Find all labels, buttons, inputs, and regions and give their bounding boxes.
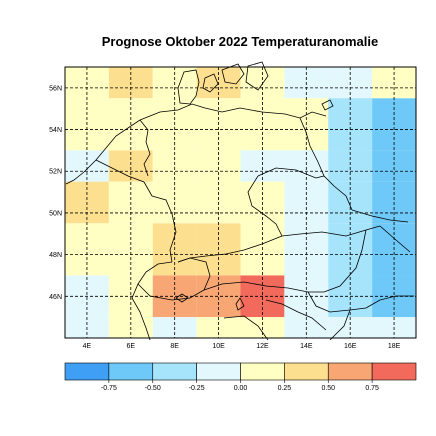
- latitude-label: 50N: [49, 210, 62, 217]
- anomaly-cell: [108, 150, 153, 182]
- anomaly-cell: [65, 150, 109, 182]
- anomaly-grid: [65, 67, 416, 338]
- colorbar-tick-label: -0.75: [101, 385, 117, 392]
- anomaly-cell: [152, 150, 197, 182]
- map-frame: [64, 66, 417, 339]
- anomaly-cell: [240, 150, 285, 182]
- colorbar-tick-label: 0.50: [321, 385, 335, 392]
- longitude-label: 12E: [256, 343, 269, 350]
- colorbar-swatch: [196, 362, 241, 381]
- colorbar-swatch: [240, 362, 285, 381]
- colorbar-tick-label: -0.50: [145, 385, 161, 392]
- anomaly-cell: [196, 275, 241, 318]
- colorbar-swatch: [152, 362, 197, 381]
- longitude-label: 14E: [300, 343, 313, 350]
- longitude-label: 8E: [170, 343, 179, 350]
- country-borders: [65, 61, 414, 341]
- colorbar-swatch: [371, 362, 417, 381]
- latitude-label: 56N: [49, 85, 62, 92]
- colorbar: [64, 362, 417, 381]
- colorbar-tick-label: 0.00: [234, 385, 248, 392]
- map-title: Prognose Oktober 2022 Temperaturanomalie: [101, 34, 379, 49]
- longitude-label: 4E: [83, 343, 92, 350]
- longitude-labels: 4E 6E 8E 10E 12E 14E 16E 18E: [83, 343, 401, 350]
- colorbar-tick-label: 0.75: [365, 385, 379, 392]
- colorbar-tick-labels: -0.75 -0.50 -0.25 0.00 0.25 0.50 0.75: [101, 380, 379, 392]
- latitude-label: 48N: [49, 252, 62, 259]
- colorbar-tick-label: 0.25: [278, 385, 292, 392]
- colorbar-swatch: [108, 362, 154, 381]
- lat-lon-gridlines: [65, 67, 416, 338]
- longitude-label: 16E: [344, 343, 357, 350]
- latitude-labels: 56N 54N 52N 50N 48N 46N: [49, 85, 62, 300]
- anomaly-cell: [196, 150, 241, 182]
- latitude-label: 46N: [49, 294, 62, 301]
- longitude-label: 18E: [388, 343, 401, 350]
- colorbar-tick-label: -0.25: [189, 385, 205, 392]
- colorbar-swatch: [284, 362, 329, 381]
- colorbar-swatch: [327, 362, 373, 381]
- longitude-label: 10E: [212, 343, 225, 350]
- longitude-label: 6E: [127, 343, 136, 350]
- colorbar-swatch: [64, 362, 110, 381]
- latitude-label: 52N: [49, 169, 62, 176]
- anomaly-cell: [372, 150, 416, 182]
- latitude-label: 54N: [49, 127, 62, 134]
- anomaly-cell: [328, 150, 373, 182]
